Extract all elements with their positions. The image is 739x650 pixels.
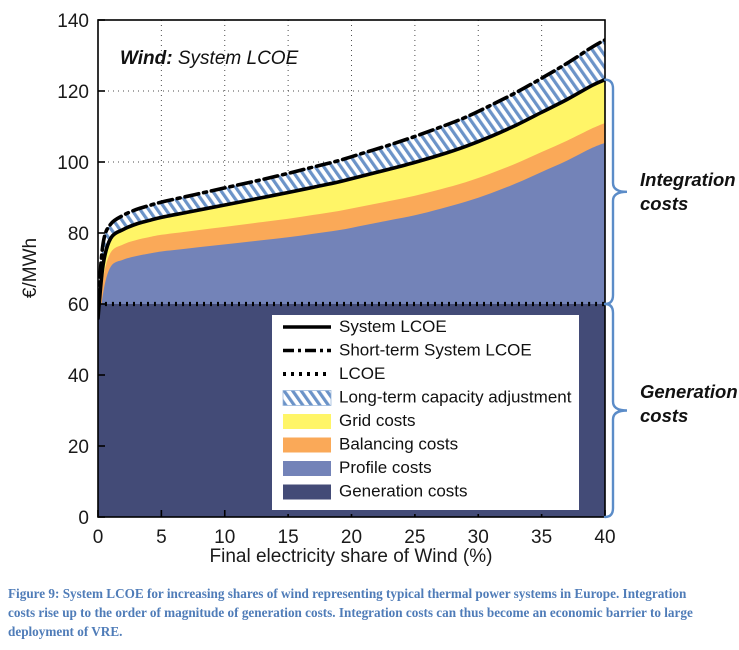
bracket-annotations <box>603 78 628 519</box>
legend-label: Balancing costs <box>339 435 458 454</box>
chart-legend[interactable]: System LCOE Short-term System LCOE LCOE Lon… <box>268 311 583 514</box>
y-tick-label: 100 <box>57 153 89 174</box>
legend-item[interactable]: Long-term capacity adjustment <box>282 388 572 407</box>
integration-costs-label-line1: Integration <box>640 169 736 190</box>
y-tick-label: 120 <box>57 82 89 103</box>
figure-caption: Figure 9: System LCOE for increasing sha… <box>8 586 693 639</box>
chart-title-bold: Wind: <box>120 48 173 69</box>
legend-item[interactable]: System LCOE <box>283 317 447 336</box>
y-tick-label: 60 <box>68 295 89 316</box>
legend-items[interactable]: System LCOE Short-term System LCOE LCOE Lon… <box>282 317 572 501</box>
legend-label: Short-term System LCOE <box>339 341 532 360</box>
legend-label: Long-term capacity adjustment <box>339 388 572 407</box>
legend-item[interactable]: Grid costs <box>283 411 416 430</box>
line-short-term-system-lcoe <box>98 38 605 306</box>
legend-box <box>268 311 583 514</box>
legend-label: Profile costs <box>339 458 432 477</box>
legend-item[interactable]: Profile costs <box>283 458 432 477</box>
x-tick-label: 40 <box>594 527 615 548</box>
y-tick-label: 40 <box>68 366 89 387</box>
legend-item[interactable]: Generation costs <box>283 482 468 501</box>
x-tick-label: 20 <box>341 527 362 548</box>
x-axis-label: Final electricity share of Wind (%) <box>210 546 493 567</box>
legend-item[interactable]: LCOE <box>283 364 385 383</box>
y-tick-label: 20 <box>68 437 89 458</box>
legend-label: LCOE <box>339 364 385 383</box>
legend-item[interactable]: Short-term System LCOE <box>283 341 532 360</box>
x-tick-label: 10 <box>214 527 235 548</box>
chart-title: Wind: System LCOE <box>120 48 299 69</box>
y-tick-label: 140 <box>57 11 89 32</box>
data-lines <box>98 38 605 320</box>
brace <box>603 302 628 519</box>
axis-ticks: 0 5 10 15 20 25 30 35 40 0 20 40 60 80 100 120 140 <box>57 11 615 548</box>
y-axis-label: €/MWh <box>20 238 41 298</box>
legend-label: Generation costs <box>339 482 468 501</box>
y-tick-label: 0 <box>78 508 89 529</box>
x-tick-label: 15 <box>278 527 299 548</box>
legend-item[interactable]: Balancing costs <box>283 435 458 454</box>
x-tick-label: 5 <box>156 527 167 548</box>
legend-swatch <box>283 437 331 453</box>
x-tick-label: 35 <box>531 527 552 548</box>
legend-label: Grid costs <box>339 411 416 430</box>
integration-costs-label-line2: costs <box>640 193 688 214</box>
y-tick-label: 80 <box>68 224 89 245</box>
line-system-lcoe <box>98 77 605 320</box>
legend-swatch <box>283 461 331 476</box>
x-tick-label: 0 <box>93 527 104 548</box>
legend-swatch <box>283 414 331 429</box>
legend-label: System LCOE <box>339 317 447 336</box>
legend-swatch <box>283 484 331 500</box>
legend-swatch <box>282 390 332 406</box>
x-tick-label: 30 <box>468 527 489 548</box>
generation-costs-label-line2: costs <box>640 405 688 426</box>
x-tick-label: 25 <box>404 527 425 548</box>
brace <box>603 78 628 306</box>
chart-title-italic: System LCOE <box>173 48 299 69</box>
generation-costs-label-line1: Generation <box>640 381 738 402</box>
